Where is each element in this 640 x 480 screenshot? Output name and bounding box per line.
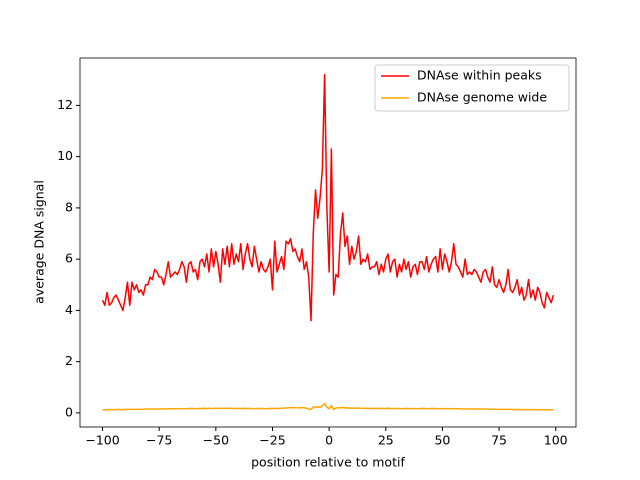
x-tick-label: −25	[259, 433, 285, 448]
y-tick-label: 12	[57, 97, 73, 112]
x-tick-label: 25	[378, 433, 394, 448]
legend-label: DNAse genome wide	[417, 90, 547, 105]
x-tick-label: −100	[85, 433, 119, 448]
x-tick-label: −50	[203, 433, 229, 448]
series-line	[101, 73, 555, 322]
x-tick-label: 75	[491, 433, 507, 448]
x-tick-label: −75	[146, 433, 172, 448]
y-axis-label: average DNA signal	[32, 180, 47, 304]
legend-box	[374, 64, 570, 112]
axes-frame	[79, 57, 577, 428]
y-tick-label: 2	[65, 353, 73, 368]
x-tick-label: 0	[325, 433, 333, 448]
y-tick-label: 10	[57, 148, 73, 163]
legend-label: DNAse within peaks	[417, 68, 542, 83]
x-tick-label: 50	[434, 433, 450, 448]
y-tick-label: 6	[65, 251, 73, 266]
series-line	[102, 402, 554, 411]
y-tick-label: 0	[65, 404, 73, 419]
x-tick-label: 100	[544, 433, 568, 448]
y-tick-label: 4	[65, 302, 73, 317]
y-tick-label: 8	[65, 199, 73, 214]
x-axis-label: position relative to motif	[251, 455, 405, 470]
